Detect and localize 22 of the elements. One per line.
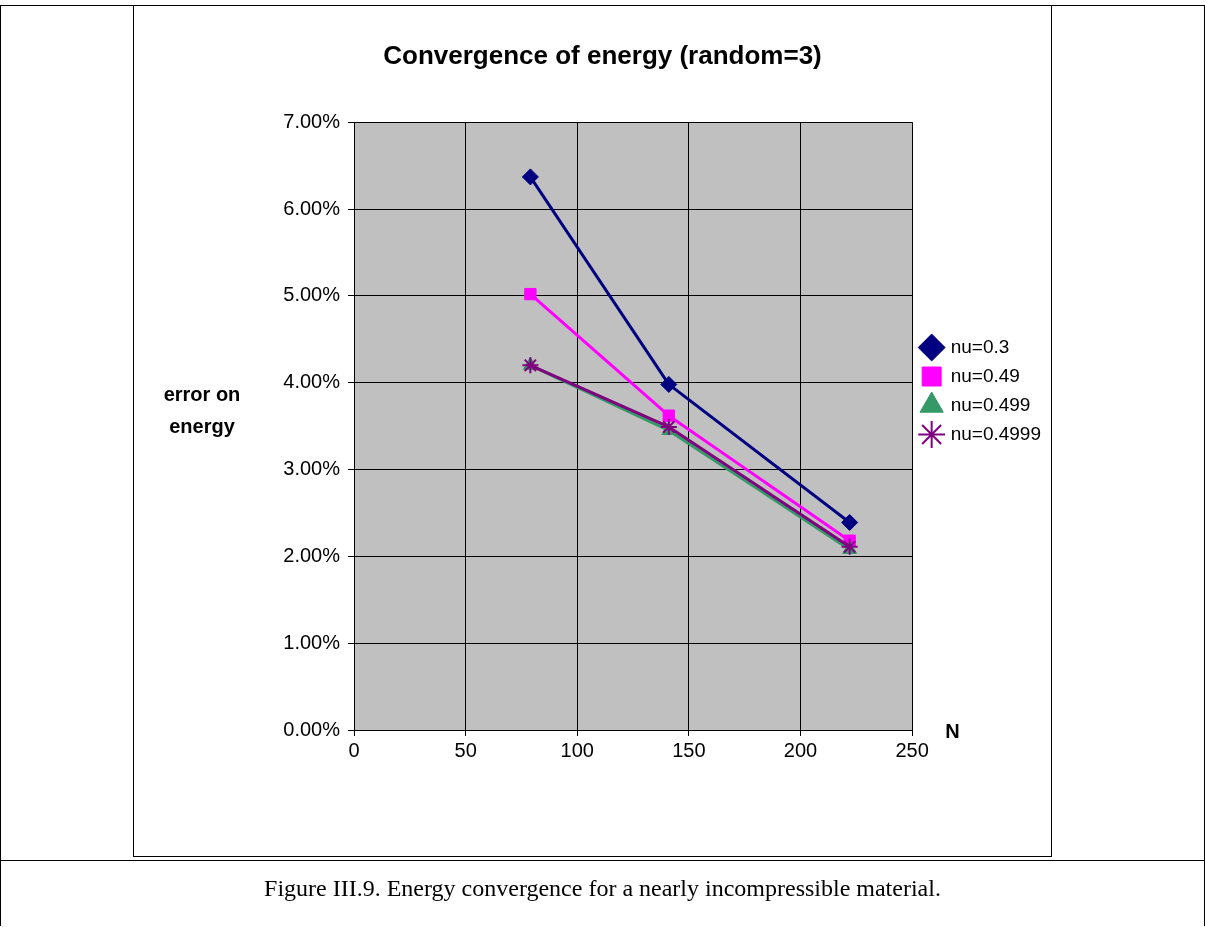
legend-label: nu=0.4999 <box>950 422 1041 444</box>
chart-title: Convergence of energy (random=3) <box>383 39 822 70</box>
y-tick-label: 7.00% <box>283 109 341 132</box>
text: Figure III.9. Energy convergence for a nearly incompressible material. <box>263 875 942 902</box>
x-tick-label: 50 <box>454 738 477 761</box>
x-tick-label: 250 <box>895 738 929 761</box>
x-tick-label: 150 <box>672 738 706 761</box>
y-tick-label: 2.00% <box>283 543 341 566</box>
y-tick-label: 5.00% <box>283 283 341 306</box>
x-tick-label: 0 <box>348 738 360 761</box>
legend-label: nu=0.49 <box>950 364 1020 386</box>
y-axis-title: error on energy <box>163 382 241 437</box>
y-tick-label: 6.00% <box>283 196 341 219</box>
legend-label: nu=0.3 <box>950 335 1010 357</box>
x-tick-label: 100 <box>560 738 594 761</box>
y-tick-label: 1.00% <box>283 630 341 653</box>
y-tick-label: 0.00% <box>283 717 341 740</box>
y-tick-label: 4.00% <box>283 370 341 393</box>
y-tick-label: 3.00% <box>283 457 341 480</box>
x-axis-title: N <box>945 719 960 742</box>
x-tick-label: 200 <box>783 738 818 761</box>
legend-label: nu=0.499 <box>950 393 1031 415</box>
